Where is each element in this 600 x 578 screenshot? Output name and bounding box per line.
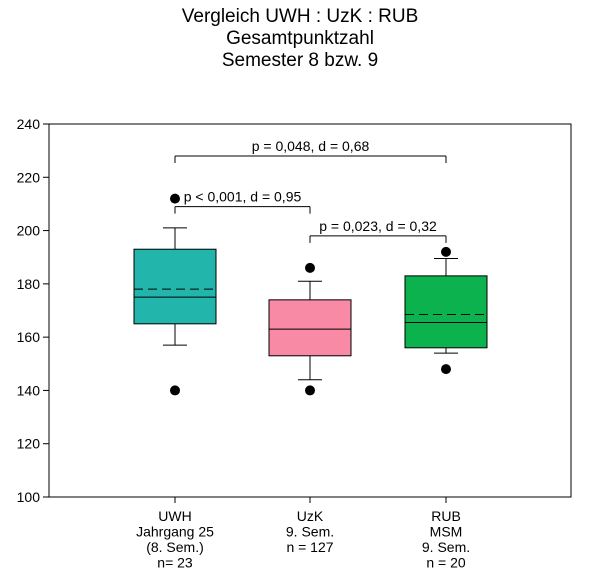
y-tick-label: 200 (17, 223, 41, 239)
box-2 (404, 275, 488, 349)
x-label-line: Jahrgang 25 (136, 524, 214, 540)
chart-title-line-3: Semester 8 bzw. 9 (221, 50, 379, 71)
outlier-point (305, 385, 315, 396)
outlier-point (170, 385, 180, 396)
significance-label: p = 0,048, d = 0,68 (252, 138, 370, 154)
outlier-point (170, 193, 180, 204)
x-label-line: n= 23 (157, 555, 193, 571)
y-tick-label: 220 (17, 169, 41, 185)
y-tick-label: 120 (17, 436, 41, 452)
y-tick-label: 240 (17, 116, 41, 132)
y-tick-label: 140 (17, 382, 41, 398)
y-tick-label: 180 (17, 276, 41, 292)
x-label-line: 9. Sem. (286, 524, 334, 540)
significance-label: p < 0,001, d = 0,95 (184, 189, 302, 205)
outlier-point (441, 246, 451, 257)
x-label-line: MSM (430, 524, 463, 540)
chart-title-line-1: Vergleich UWH : UzK : RUB (181, 6, 419, 27)
chart-title-line-2: Gesamtpunktzahl (226, 28, 374, 49)
x-label-line: n = 20 (426, 555, 466, 571)
x-label-line: UWH (158, 508, 191, 524)
box-1 (268, 299, 352, 357)
box-0 (133, 248, 217, 325)
x-label-line: 9. Sem. (422, 539, 470, 555)
y-tick-label: 160 (17, 329, 41, 345)
x-label-line: n = 127 (286, 539, 333, 555)
y-tick-label: 100 (17, 489, 41, 505)
x-label-line: UzK (297, 508, 324, 524)
x-label-line: RUB (431, 508, 461, 524)
outlier-point (441, 364, 451, 375)
x-label-line: (8. Sem.) (146, 539, 204, 555)
outlier-point (305, 262, 315, 273)
significance-label: p = 0,023, d = 0,32 (319, 218, 437, 234)
